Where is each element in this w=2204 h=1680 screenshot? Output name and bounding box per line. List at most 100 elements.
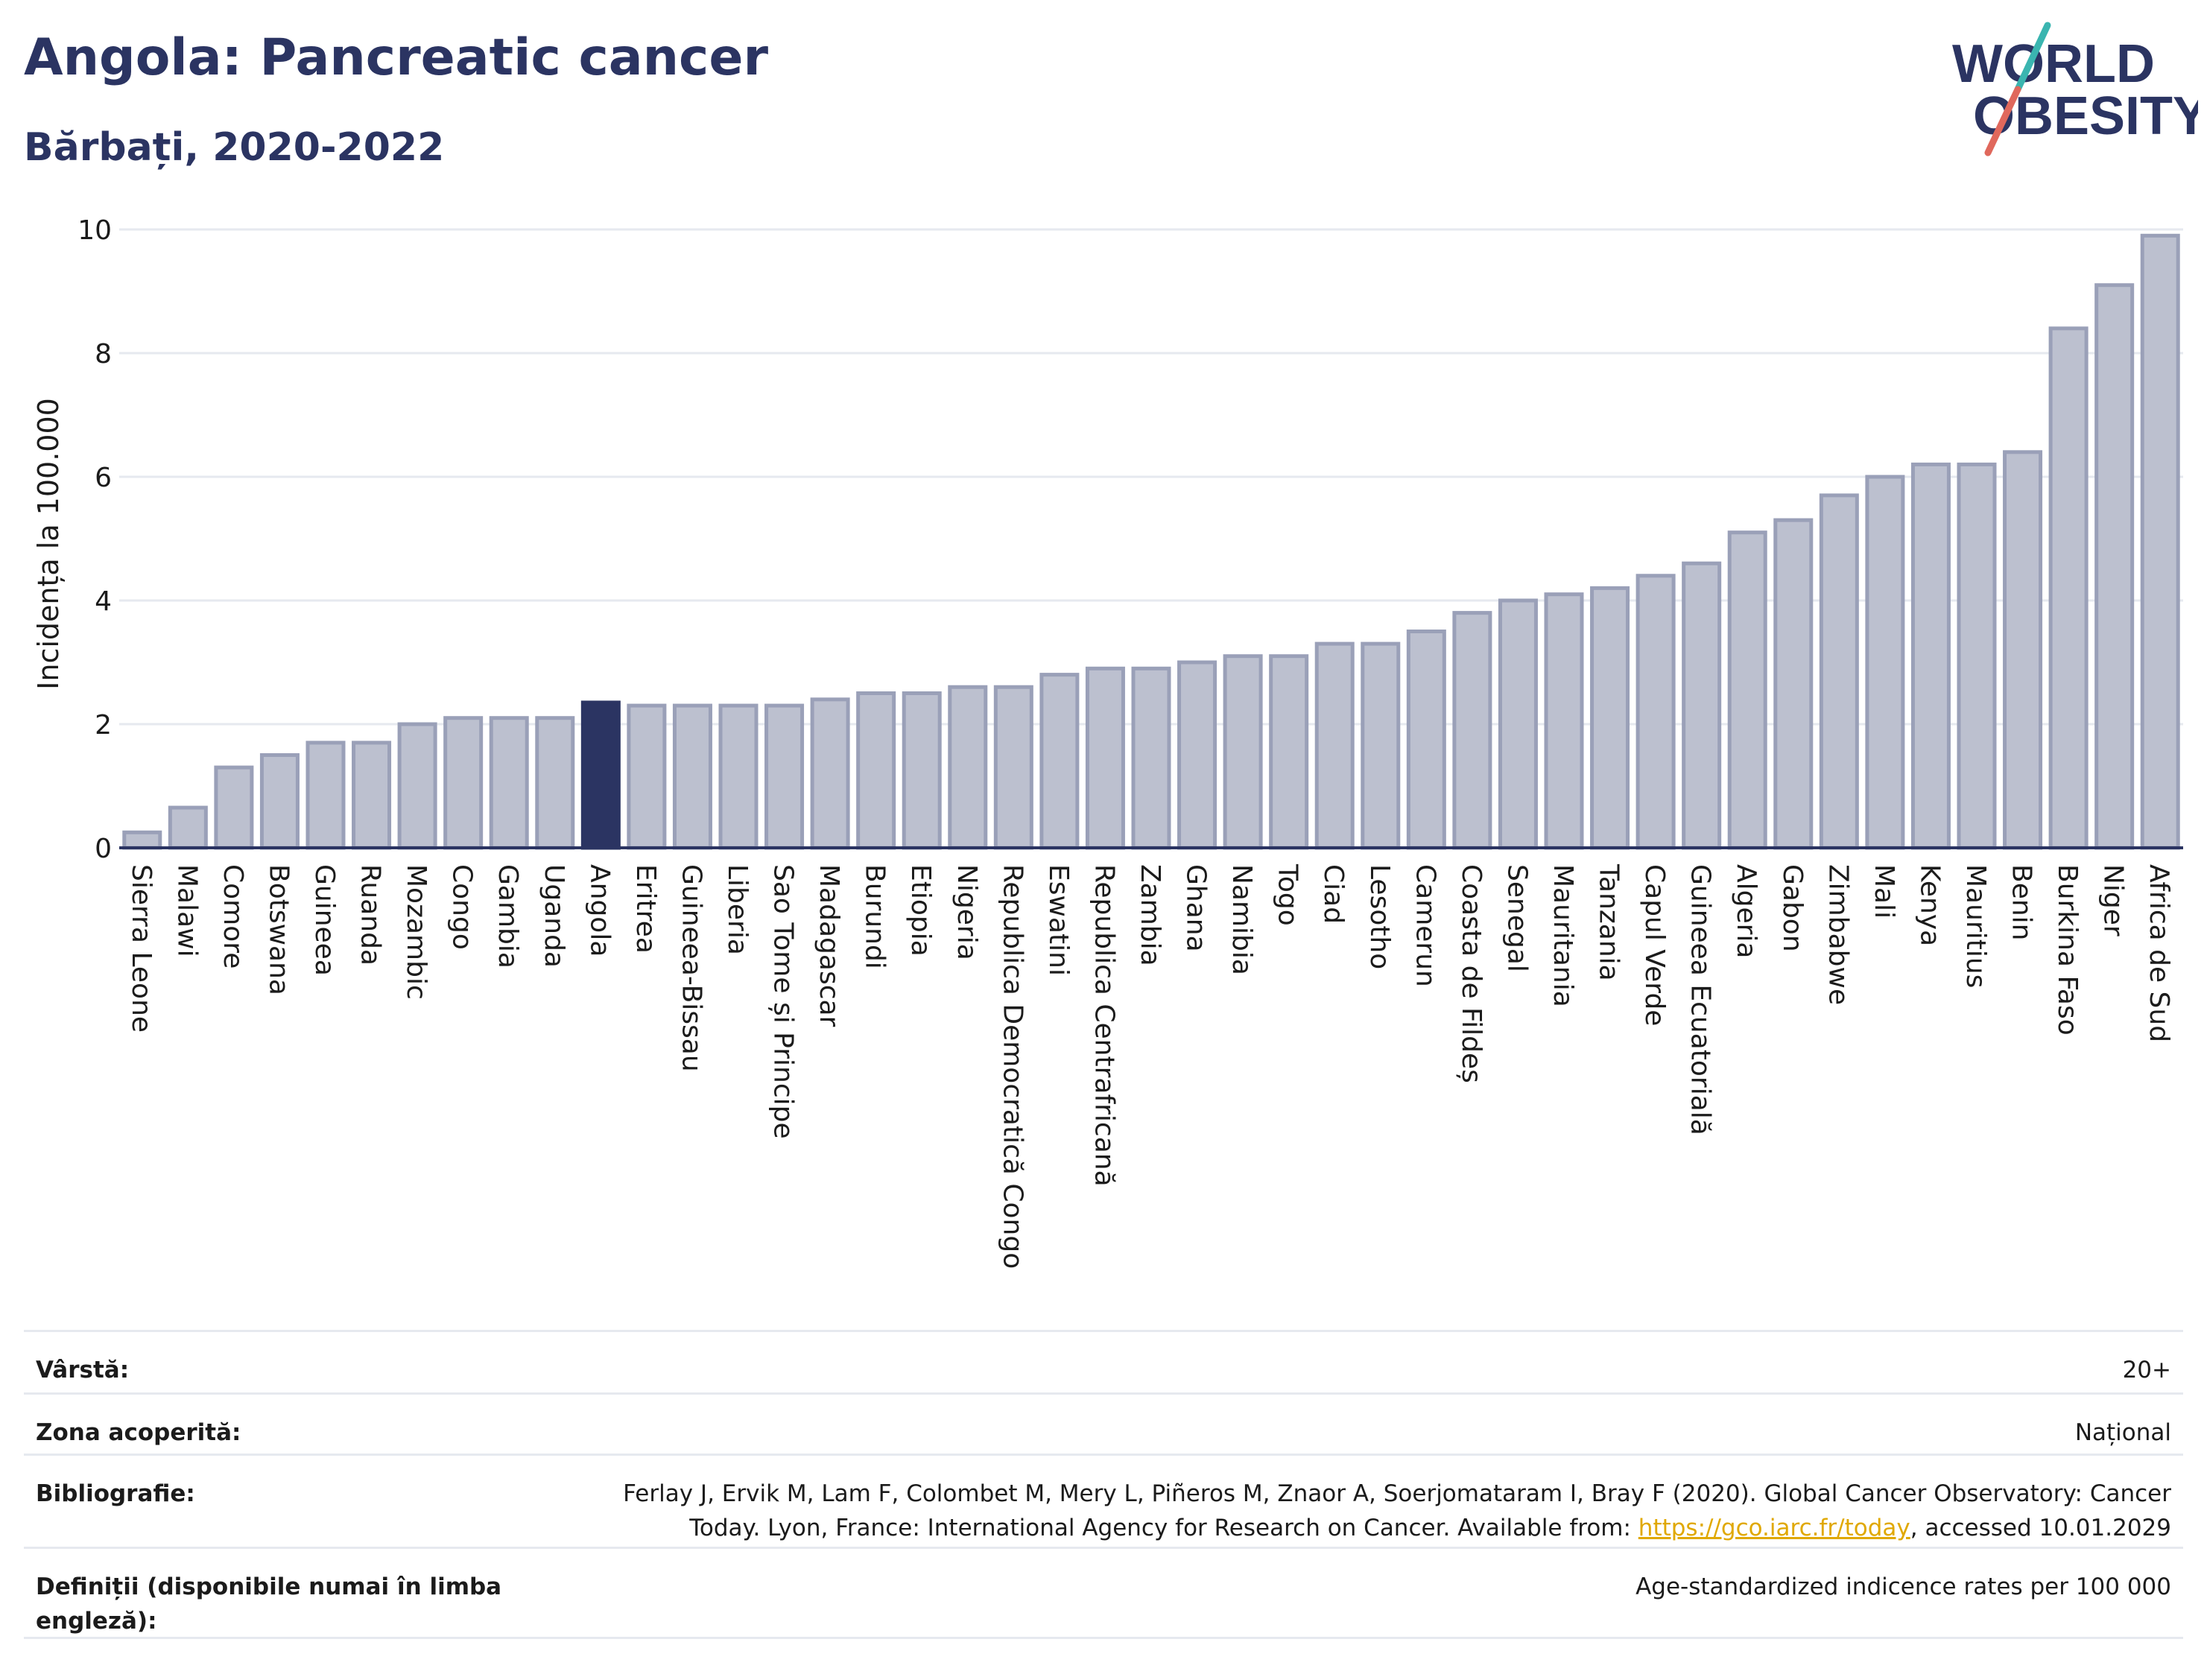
y-tick-labels: 0 2 4 6 8 10 (77, 215, 112, 864)
bar (1635, 574, 1676, 850)
x-tick-label: Burkina Faso (2052, 864, 2083, 1036)
bar (1039, 673, 1080, 850)
bar (764, 703, 805, 850)
bar (259, 753, 300, 850)
bar (1269, 654, 1309, 850)
x-tick-label: Madagascar (814, 864, 844, 1027)
x-tick-label: Guineea Ecuatorială (1685, 864, 1716, 1135)
bar (168, 805, 208, 850)
bar (672, 703, 712, 850)
x-tick-label: Eswatini (1043, 864, 1074, 976)
meta-row-area: Zona acoperită: Național (24, 1392, 2183, 1454)
x-tick-label: Liberia (722, 864, 753, 955)
x-tick-label: Camerun (1410, 864, 1440, 987)
x-tick-label: Guineea-Bissau (676, 864, 706, 1072)
logo-slash-teal (2014, 22, 2051, 93)
bibliography-link[interactable]: https://gco.iarc.fr/today (1638, 1515, 1910, 1541)
x-tick-label: Africa de Sud (2144, 864, 2174, 1042)
bar (1452, 611, 1492, 850)
bar (352, 741, 392, 850)
bar (948, 685, 988, 850)
bar (1590, 586, 1630, 850)
x-tick-label: Uganda (539, 864, 569, 968)
bar (443, 716, 484, 850)
bar (122, 830, 162, 850)
metadata-table: Vârstă: 20+ Zona acoperită: Național Bib… (24, 1330, 2183, 1639)
bar (1406, 630, 1446, 850)
meta-row-bibliography: Bibliografie: Ferlay J, Ervik M, Lam F, … (24, 1454, 2183, 1547)
bar (993, 685, 1033, 850)
logo-line2: OBESITY (1973, 86, 2198, 146)
area-value: Național (2074, 1419, 2171, 1446)
age-label: Vârstă: (36, 1357, 130, 1383)
logo-line1: WORLD (1952, 34, 2155, 94)
y-tick-label: 8 (95, 339, 112, 370)
x-tick-label: Kenya (1914, 864, 1945, 946)
x-tick-label: Botswana (263, 864, 294, 995)
bar (214, 765, 254, 850)
age-value: 20+ (2122, 1357, 2171, 1383)
meta-row-definitions: Definiții (disponibile numai în limba en… (24, 1547, 2183, 1639)
bar (1957, 462, 1997, 850)
bar (305, 741, 346, 850)
x-tick-label: Sierra Leone (126, 864, 156, 1033)
x-tick-label: Lesotho (1364, 864, 1395, 969)
x-tick-labels: Sierra Leone Malawi Comore Botswana Guineea R… (126, 863, 2174, 1269)
bar (1085, 666, 1125, 850)
bar (856, 691, 896, 850)
bar (1223, 654, 1263, 850)
bar (2140, 233, 2180, 850)
x-tick-label: Ruanda (355, 864, 386, 966)
x-tick-label: Sao Tome și Principe (768, 864, 799, 1139)
bar (1773, 518, 1814, 850)
x-tick-label: Senegal (1501, 864, 1532, 972)
x-tick-label: Niger (2098, 864, 2129, 936)
y-tick-label: 2 (95, 710, 112, 741)
x-tick-label: Ciad (1318, 864, 1349, 924)
bibliography-line1: Ferlay J, Ervik M, Lam F, Colombet M, Me… (623, 1480, 2171, 1507)
bar (810, 697, 850, 850)
bar-chart: 0 2 4 6 8 10 Sierra Leone Malawi Comore Botswana… (32, 215, 2183, 1269)
bars (122, 233, 2180, 850)
y-tick-label: 0 (95, 834, 112, 864)
x-tick-label: Republica Democratică Congo (997, 864, 1027, 1269)
x-tick-label: Ghana (1181, 864, 1212, 952)
bar (2094, 283, 2135, 850)
bar (535, 716, 575, 850)
x-tick-label: Togo (1273, 863, 1303, 926)
y-axis-label: Incidența la 100.000 (32, 398, 65, 690)
x-tick-label: Mauritius (1960, 864, 1991, 988)
bibliography-line2-post: , accessed 10.01.2029 (1910, 1515, 2171, 1541)
bibliography-value: Ferlay J, Ervik M, Lam F, Colombet M, Me… (623, 1477, 2171, 1545)
bibliography-line2-pre: Today. Lyon, France: International Agenc… (689, 1515, 1638, 1541)
bar (718, 703, 759, 850)
bar (1498, 598, 1538, 850)
x-tick-label: Zimbabwe (1823, 864, 1853, 1005)
bar (1682, 561, 1722, 850)
x-tick-label: Benin (2007, 864, 2037, 940)
bar (1361, 641, 1401, 850)
x-tick-label: Etiopia (905, 864, 936, 957)
definitions-label: Definiții (disponibile numai în limba en… (36, 1573, 502, 1635)
bar (1177, 660, 1217, 850)
bar (1544, 592, 1584, 850)
y-tick-label: 6 (95, 463, 112, 493)
bar (1819, 493, 1859, 850)
x-tick-label: Congo (447, 864, 478, 950)
x-tick-label: Nigeria (951, 864, 982, 960)
bar (580, 700, 621, 850)
meta-row-age: Vârstă: 20+ (24, 1330, 2183, 1392)
x-tick-label: Mozambic (401, 864, 431, 1000)
bar (397, 722, 437, 850)
bar (902, 691, 942, 850)
bar (1131, 666, 1171, 850)
area-label: Zona acoperită: (36, 1419, 241, 1446)
bibliography-label: Bibliografie: (36, 1480, 195, 1507)
x-tick-label: Gabon (1777, 864, 1808, 952)
logo-slash-red (1984, 86, 2021, 156)
x-tick-label: Zambia (1135, 864, 1165, 966)
bar (1910, 462, 1951, 850)
bar (1865, 475, 1905, 850)
x-tick-label: Malawi (171, 864, 202, 957)
chart-title: Angola: Pancreatic cancer (24, 28, 769, 87)
